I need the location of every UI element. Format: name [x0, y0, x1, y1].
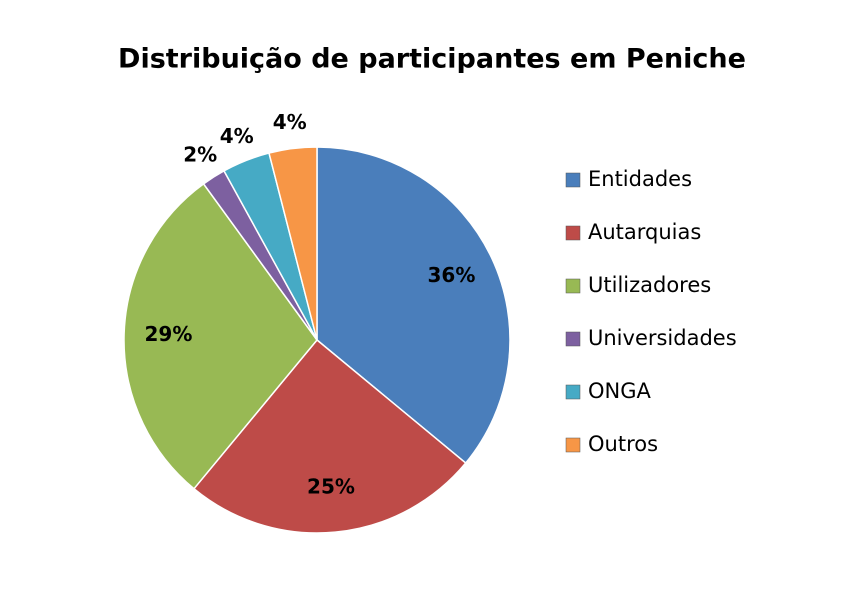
legend-swatch	[565, 278, 581, 294]
legend-label: Universidades	[588, 326, 737, 350]
pie-slice	[316, 146, 511, 465]
legend-label: Outros	[588, 432, 658, 456]
legend-label: Utilizadores	[588, 273, 711, 297]
legend-label: Entidades	[588, 167, 692, 191]
legend-swatch	[565, 437, 581, 453]
data-label: 25%	[307, 474, 355, 498]
chart-title: Distribuição de participantes em Peniche	[118, 44, 746, 75]
data-label: 29%	[145, 322, 193, 346]
legend-swatch	[565, 384, 581, 400]
legend-swatch	[565, 172, 581, 188]
legend-swatch	[565, 331, 581, 347]
data-label: 2%	[183, 142, 217, 166]
pie-slice	[123, 182, 318, 490]
data-label: 4%	[273, 110, 307, 134]
pie-slice	[268, 146, 318, 341]
legend-swatch	[565, 225, 581, 241]
data-label: 36%	[428, 263, 476, 287]
legend-label: ONGA	[588, 379, 652, 403]
data-label: 4%	[220, 124, 254, 148]
legend-label: Autarquias	[588, 220, 701, 244]
pie-slice	[192, 338, 467, 534]
